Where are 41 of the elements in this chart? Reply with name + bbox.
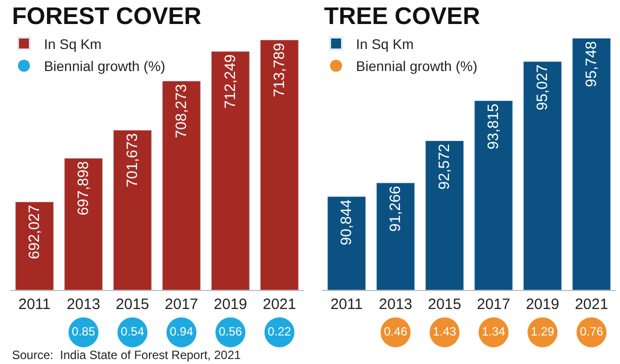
x-tick-label: 2011 xyxy=(330,296,363,313)
data-label: 92,572 xyxy=(436,144,454,190)
x-tick-label: 2021 xyxy=(262,296,296,313)
source-note: Source: India State of Forest Report, 2021 xyxy=(12,348,242,362)
data-label: 95,748 xyxy=(583,41,600,88)
x-tick-label: 2013 xyxy=(66,296,100,313)
x-tick-label: 2017 xyxy=(164,296,198,313)
data-label: 91,266 xyxy=(387,186,404,232)
chart-title: FOREST COVER xyxy=(12,3,202,30)
data-label: 0.85 xyxy=(72,324,96,338)
data-label: 0.46 xyxy=(384,324,408,338)
data-label: 93,815 xyxy=(485,104,502,150)
legend-label: In Sq Km xyxy=(356,36,414,52)
data-label: 1.29 xyxy=(530,324,555,338)
data-label: 697,898 xyxy=(74,161,92,216)
x-tick-label: 2015 xyxy=(428,296,462,313)
legend-label: Biennial growth (%) xyxy=(44,58,166,74)
chart-title: TREE COVER xyxy=(324,3,480,30)
x-tick-label: 2015 xyxy=(116,296,150,313)
data-label: 0.22 xyxy=(268,324,292,338)
data-label: 692,027 xyxy=(26,204,43,260)
data-label: 95,027 xyxy=(534,64,552,110)
data-label: 0.56 xyxy=(218,324,242,338)
data-label: 1.43 xyxy=(432,324,457,338)
x-tick-label: 2019 xyxy=(214,296,248,313)
x-tick-label: 2021 xyxy=(574,296,608,313)
data-label: 1.34 xyxy=(482,324,506,338)
data-label: 708,273 xyxy=(172,84,190,138)
data-label: 0.54 xyxy=(120,324,144,338)
data-label: 0.76 xyxy=(580,324,604,338)
data-label: 90,844 xyxy=(338,200,356,246)
data-label: 701,673 xyxy=(124,133,141,188)
data-label: 713,789 xyxy=(270,42,288,98)
legend-label: In Sq Km xyxy=(44,36,102,52)
x-tick-label: 2011 xyxy=(18,296,51,313)
data-label: 712,249 xyxy=(222,54,239,109)
data-label: 0.94 xyxy=(170,324,194,338)
x-tick-label: 2013 xyxy=(378,296,412,313)
legend-label: Biennial growth (%) xyxy=(356,58,478,74)
x-tick-label: 2017 xyxy=(476,296,510,313)
x-tick-label: 2019 xyxy=(526,296,560,313)
